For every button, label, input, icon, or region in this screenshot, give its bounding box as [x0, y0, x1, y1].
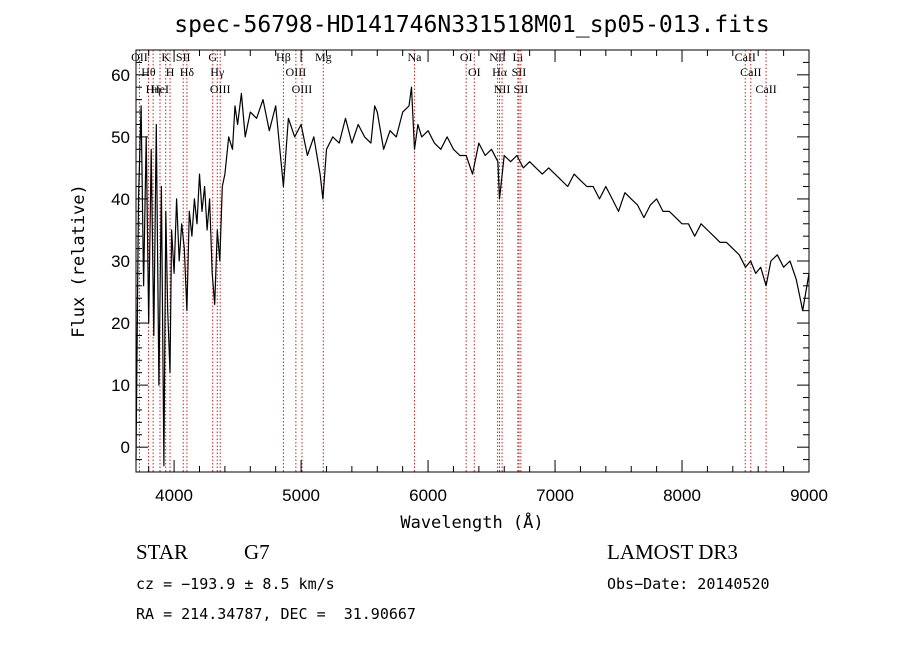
- x-axis-label: Wavelength (Å): [400, 511, 543, 533]
- y-tick-label: 40: [111, 190, 130, 209]
- observation-date: Obs−Date: 20140520: [607, 575, 770, 593]
- line-mark-label: SII: [512, 65, 527, 79]
- line-mark-label: SII: [176, 50, 191, 64]
- line-mark-label: OI: [468, 65, 481, 79]
- line-mark-label: H: [166, 65, 175, 79]
- line-mark-label: CaII: [740, 65, 761, 79]
- line-mark-label: CaII: [755, 82, 776, 96]
- sky-coordinates: RA = 214.34787, DEC = 31.90667: [136, 605, 416, 623]
- line-mark-label: NII: [494, 82, 511, 96]
- survey-name: LAMOST DR3: [607, 540, 738, 564]
- x-tick-label: 9000: [790, 486, 828, 505]
- redshift-cz: cz = −193.9 ± 8.5 km/s: [136, 575, 335, 593]
- x-tick-label: 7000: [536, 486, 574, 505]
- line-mark-label: G: [208, 50, 217, 64]
- chart-title: spec-56798-HD141746N331518M01_sp05-013.f…: [174, 12, 769, 38]
- line-mark-label: Hδ: [180, 65, 195, 79]
- y-tick-label: 0: [121, 438, 130, 457]
- y-axis-label: Flux (relative): [69, 184, 89, 338]
- y-tick-label: 10: [111, 376, 130, 395]
- line-mark-label: Hβ: [276, 50, 291, 64]
- line-mark-label: Mg: [315, 50, 332, 64]
- line-mark-label: Hθ: [141, 65, 156, 79]
- line-mark-label: OIII: [210, 82, 231, 96]
- x-axis: 4000 5000 6000 7000 8000 9000: [148, 50, 828, 505]
- line-mark-label: Hη: [146, 82, 161, 96]
- line-mark-label: Hα: [492, 65, 508, 79]
- spectrum-series-line: [135, 86, 810, 467]
- line-mark-label: SII: [514, 82, 529, 96]
- line-mark-label: K: [161, 50, 170, 64]
- y-tick-label: 60: [111, 66, 130, 85]
- x-tick-label: 8000: [663, 486, 701, 505]
- y-tick-label: 20: [111, 314, 130, 333]
- line-mark-label: CaII: [735, 50, 756, 64]
- line-mark-label: HeI: [151, 82, 169, 96]
- line-mark-label: OI: [460, 50, 473, 64]
- plot-frame: [135, 49, 810, 473]
- object-class: STAR: [136, 540, 188, 564]
- line-mark-label: OII: [131, 50, 148, 64]
- line-mark-label: NII: [489, 50, 506, 64]
- y-tick-label: 30: [111, 252, 130, 271]
- line-mark-label: Li: [512, 50, 523, 64]
- line-mark-label: OIII: [286, 65, 307, 79]
- x-tick-label: 5000: [282, 486, 320, 505]
- line-mark-label: Hγ: [210, 65, 225, 79]
- object-subclass: G7: [244, 540, 270, 564]
- x-tick-label: 6000: [409, 486, 447, 505]
- x-tick-label: 4000: [155, 486, 193, 505]
- line-mark-label: OIII: [292, 82, 313, 96]
- y-tick-label: 50: [111, 128, 130, 147]
- line-mark-label: Na: [407, 50, 422, 64]
- y-axis: 0 10 20 30 40 50 60: [111, 49, 809, 473]
